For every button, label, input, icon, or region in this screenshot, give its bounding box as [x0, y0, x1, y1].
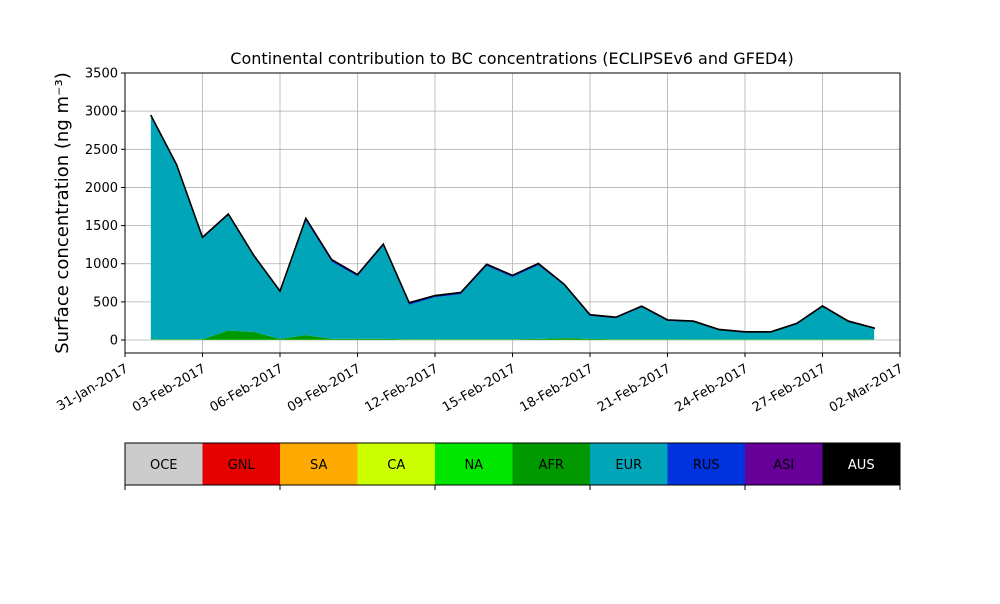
legend-label: OCE	[150, 458, 178, 473]
x-tick-label: 15-Feb-2017	[440, 361, 519, 415]
legend-label: NA	[464, 458, 483, 473]
x-tick-label: 18-Feb-2017	[517, 361, 596, 415]
x-tick-label: 31-Jan-2017	[54, 361, 131, 414]
legend-label: AUS	[848, 458, 875, 473]
x-tick-label: 03-Feb-2017	[130, 361, 209, 415]
x-tick-label: 24-Feb-2017	[672, 361, 751, 415]
x-tick-label: 09-Feb-2017	[285, 361, 364, 415]
x-tick-label: 27-Feb-2017	[750, 361, 829, 415]
y-axis-label: Surface concentration (ng m⁻³)	[52, 72, 73, 354]
y-tick-label: 3500	[85, 67, 118, 82]
legend-label: ASI	[773, 458, 794, 473]
x-tick-label: 06-Feb-2017	[207, 361, 286, 415]
x-tick-label: 12-Feb-2017	[362, 361, 441, 415]
y-tick-label: 1000	[85, 257, 118, 272]
legend-label: RUS	[693, 458, 720, 473]
y-tick-label: 2000	[85, 181, 118, 196]
y-tick-label: 1500	[85, 219, 118, 234]
legend-label: CA	[387, 458, 405, 473]
y-tick-label: 0	[110, 334, 118, 349]
y-tick-label: 500	[93, 295, 118, 310]
legend-label: AFR	[539, 458, 564, 473]
legend-label: EUR	[615, 458, 642, 473]
legend-label: SA	[310, 458, 327, 473]
legend-label: GNL	[228, 458, 256, 473]
x-tick-label: 02-Mar-2017	[827, 361, 906, 415]
x-tick-label: 21-Feb-2017	[595, 361, 674, 415]
y-tick-label: 2500	[85, 143, 118, 158]
chart-title: Continental contribution to BC concentra…	[230, 49, 793, 68]
y-tick-label: 3000	[85, 105, 118, 120]
